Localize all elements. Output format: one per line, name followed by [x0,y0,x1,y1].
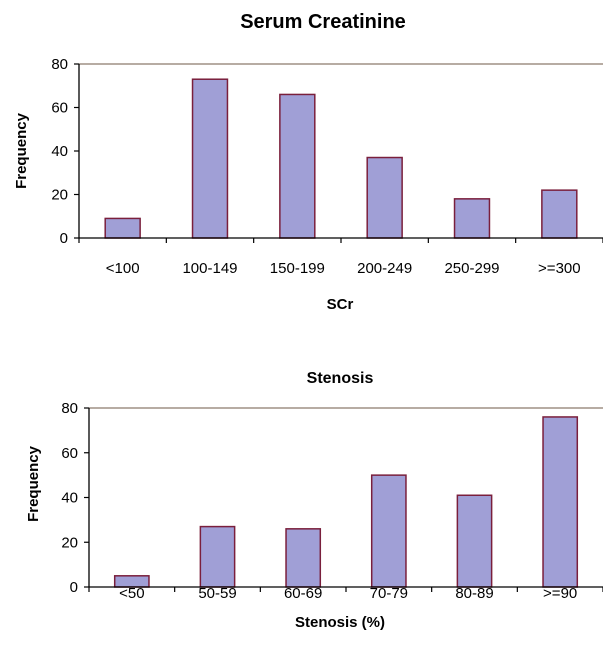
y-tick-label: 60 [61,445,78,462]
x-tick-label: >=300 [538,260,581,277]
chart-title: Stenosis [307,370,374,387]
bar [366,156,403,239]
chart-serum-creatinine: Serum Creatinine Frequency SCr 0 20 40 60 80… [13,11,603,313]
bar [199,525,236,588]
x-tick-label: <100 [106,260,140,277]
x-tick-label: 60-69 [284,585,322,602]
bar [104,217,141,239]
plot-area: 0 20 40 60 80 <100 100-149 150-199 200-249 250-29… [51,56,603,277]
y-tick-label: 20 [61,534,78,551]
x-tick-label: 200-249 [357,260,412,277]
x-tick-label: 250-299 [444,260,499,277]
y-tick-label: 40 [51,143,68,160]
x-tick-label: >=90 [543,585,577,602]
y-tick-label: 40 [61,490,78,507]
bar [542,416,579,588]
chart-title: Serum Creatinine [240,11,406,33]
x-tick-label: 100-149 [182,260,237,277]
bar [541,189,578,239]
y-axis-title: Frequency [13,112,30,189]
x-tick-label: <50 [119,585,144,602]
y-tick-label: 20 [51,187,68,204]
y-tick-label: 80 [51,56,68,73]
y-axis-title: Frequency [25,445,42,522]
bar [456,494,493,588]
x-axis-title: Stenosis (%) [295,614,385,631]
bar [453,198,491,239]
y-tick-label: 60 [51,100,68,117]
y-tick-label: 0 [70,579,78,596]
x-axis-title: SCr [327,296,354,313]
chart-stenosis: Stenosis Frequency Stenosis (%) 0 20 40 60 8… [25,370,603,631]
x-tick-label: 80-89 [455,585,493,602]
y-tick-label: 80 [61,400,78,417]
x-tick-label: 150-199 [270,260,325,277]
x-tick-label: 70-79 [370,585,408,602]
bar [285,528,322,588]
bar [191,78,229,239]
bar [279,93,316,239]
x-tick-label: 50-59 [198,585,236,602]
y-tick-label: 0 [60,230,68,247]
plot-area: 0 20 40 60 80 <50 50-59 60-69 70-79 80-89 >=90 [61,400,603,602]
bar [370,474,407,588]
